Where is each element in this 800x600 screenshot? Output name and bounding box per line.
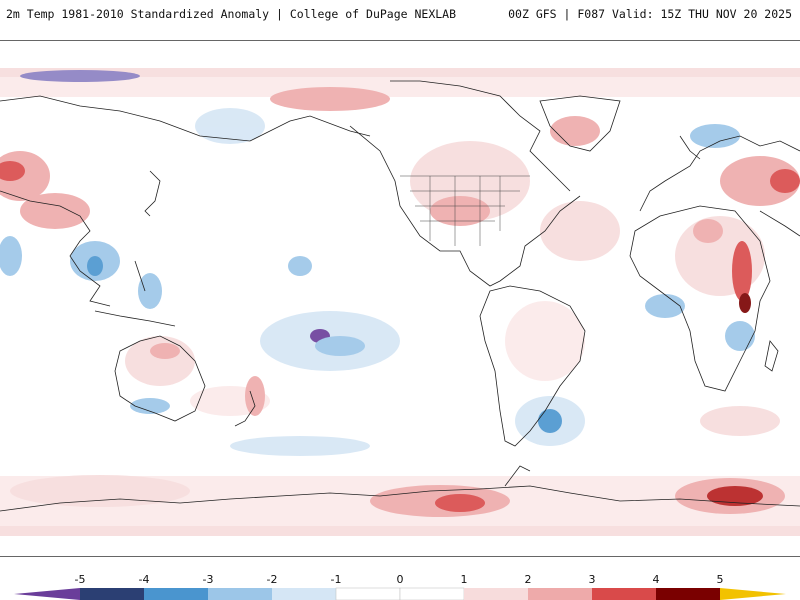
map-title: 2m Temp 1981-2010 Standardized Anomaly |…	[6, 7, 457, 21]
colorbar-tick-label: -5	[75, 573, 86, 586]
colorbar-tick-label: 5	[717, 573, 724, 586]
colorbar-segment-neg4	[144, 588, 208, 600]
colorbar-tick-label: 2	[525, 573, 532, 586]
colorbar-tick-label: -1	[331, 573, 342, 586]
colorbar-tick-labels: -5 -4 -3 -2 -1 0 1 2 3 4 5	[75, 573, 724, 586]
colorbar-segment-pos5	[656, 588, 720, 600]
colorbar-segment-neg2	[272, 588, 336, 600]
colorbar-segment-pos4	[592, 588, 656, 600]
colorbar-tick-label: -2	[267, 573, 278, 586]
colorbar-tick-label: 1	[461, 573, 468, 586]
colorbar-tick-label: -4	[139, 573, 150, 586]
colorbar-segment-neg3	[208, 588, 272, 600]
header: 2m Temp 1981-2010 Standardized Anomaly |…	[0, 0, 800, 36]
colorbar-tick-label: 0	[397, 573, 404, 586]
us-state-borders	[400, 175, 530, 246]
coastlines	[0, 80, 800, 512]
colorbar-tick-label: -3	[203, 573, 214, 586]
colorbar-min-arrow	[14, 588, 80, 600]
colorbar-tick-label: 3	[589, 573, 596, 586]
anomaly-map	[0, 68, 800, 536]
anomaly-shading	[0, 68, 800, 536]
colorbar-max-arrow	[720, 588, 786, 600]
colorbar-segment-pos2	[464, 588, 528, 600]
colorbar-tick-label: 4	[653, 573, 660, 586]
colorbar-scale: -5 -4 -3 -2 -1 0 1 2 3 4 5	[14, 573, 786, 600]
model-run-info: 00Z GFS | F087 Valid: 15Z THU NOV 20 202…	[508, 7, 792, 21]
colorbar-segment-neg5	[80, 588, 144, 600]
colorbar-segment-pos3	[528, 588, 592, 600]
colorbar: -5 -4 -3 -2 -1 0 1 2 3 4 5	[0, 566, 800, 600]
map-panel	[0, 40, 800, 557]
